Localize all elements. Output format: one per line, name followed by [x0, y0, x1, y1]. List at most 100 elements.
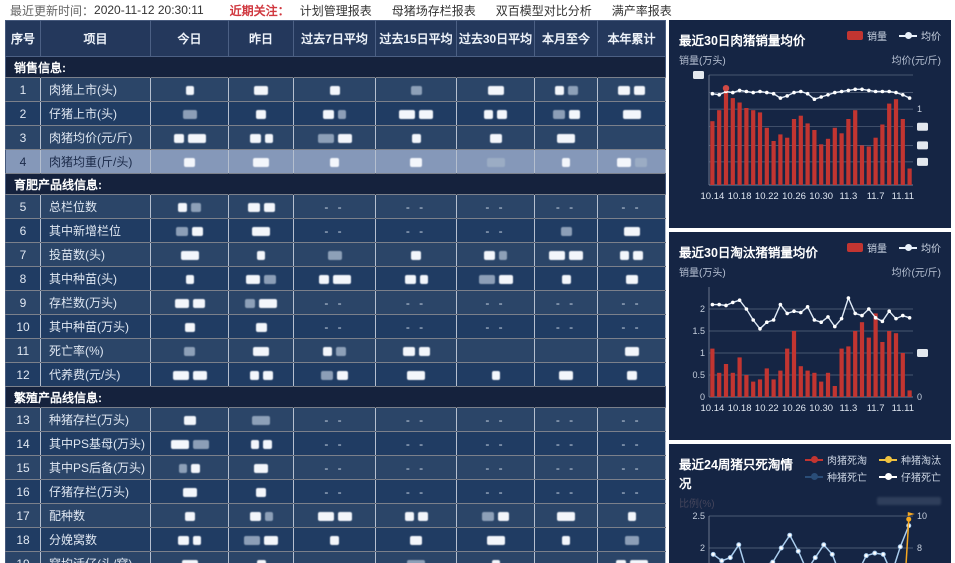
line-dot	[901, 93, 905, 97]
value-cell: - -	[293, 314, 376, 339]
value-cell	[293, 125, 376, 150]
chart-card-death-rate: 最近24周猪只死淘情况肉猪死淘种猪死亡种猪淘汰仔猪死亡比例(%)2.510281…	[669, 444, 951, 563]
table-row-8[interactable]: 8 其中种苗(头)	[5, 266, 666, 291]
value-cell: - -	[293, 431, 376, 456]
table-row-11[interactable]: 11 死亡率(%)	[5, 338, 666, 363]
table-row-2[interactable]: 2 仔猪上市(头)	[5, 101, 666, 126]
menu-item-3[interactable]: 双百模型对比分析	[495, 3, 592, 18]
value-cell	[456, 503, 535, 528]
redacted-value	[486, 535, 505, 545]
table-row-18[interactable]: 18 分娩窝数	[5, 527, 666, 552]
redacted-value	[419, 274, 428, 284]
value-cell	[228, 125, 294, 150]
value-cell: - -	[456, 455, 535, 480]
value-cell: - -	[375, 314, 457, 339]
left-axis-label: 销量(万头)	[679, 268, 726, 279]
value-cell: - -	[534, 431, 598, 456]
value-cell	[228, 314, 294, 339]
redacted-value	[191, 202, 201, 212]
line-dot	[894, 316, 898, 321]
legend-label: 种猪死亡	[827, 473, 867, 484]
menu-item-4[interactable]: 满产率报表	[611, 3, 672, 18]
table-row-16[interactable]: 16 仔猪存栏(万头) - -- -- -- -- -	[5, 479, 666, 504]
axis-tick-label: 8	[917, 543, 922, 553]
legend-item[interactable]: 均价	[899, 28, 941, 43]
row-number: 6	[5, 218, 41, 243]
redacted-value	[623, 226, 640, 236]
line-dot	[833, 90, 837, 95]
redacted-value	[627, 511, 636, 521]
table-row-5[interactable]: 5 总栏位数 - -- -- -- -- -	[5, 194, 666, 219]
redacted-value	[407, 559, 425, 563]
redacted-value	[618, 85, 630, 95]
value-cell	[228, 407, 294, 432]
value-cell: - -	[293, 194, 376, 219]
table-row-13[interactable]: 13 种猪存栏(万头) - -- -- -- -- -	[5, 407, 666, 432]
legend-item[interactable]: 仔猪死亡	[879, 469, 941, 484]
table-row-6[interactable]: 6 其中新增栏位 - -- -- -	[5, 218, 666, 243]
axis-tick-label: 0.5	[692, 370, 705, 380]
table-row-9[interactable]: 9 存栏数(万头) - -- -- -- -- -	[5, 290, 666, 315]
table-row-14[interactable]: 14 其中PS基母(万头) - -- -- -- -- -	[5, 431, 666, 456]
redacted-value	[330, 535, 339, 545]
table-row-17[interactable]: 17 配种数	[5, 503, 666, 528]
legend-item[interactable]: 销量	[847, 240, 887, 255]
line-dot	[778, 96, 783, 100]
value-cell: - -	[597, 407, 666, 432]
table-row-7[interactable]: 7 投苗数(头)	[5, 242, 666, 267]
row-number: 14	[5, 431, 41, 456]
redacted-value	[336, 346, 346, 356]
menu-item-1[interactable]: 计划管理报表	[299, 3, 372, 18]
table-row-4[interactable]: 4 肉猪均重(斤/头)	[5, 149, 666, 174]
value-cell	[375, 338, 457, 363]
bar	[825, 372, 831, 397]
table-row-3[interactable]: 3 肉猪均价(元/斤)	[5, 125, 666, 150]
value-cell	[150, 527, 229, 552]
bar	[798, 366, 803, 397]
table-row-12[interactable]: 12 代养费(元/头)	[5, 362, 666, 387]
redacted-value	[185, 85, 194, 95]
row-number: 16	[5, 479, 41, 504]
value-cell: - -	[597, 431, 666, 456]
redacted-value	[497, 109, 507, 119]
bar	[723, 364, 729, 397]
legend-item[interactable]: 种猪死亡	[805, 469, 867, 484]
menu-item-2[interactable]: 母猪场存栏报表	[391, 3, 476, 18]
redacted-value	[259, 298, 277, 308]
x-axis-tick-label: 10.26	[782, 191, 806, 202]
line-dot	[785, 94, 789, 98]
value-cell	[534, 527, 598, 552]
bar	[859, 322, 865, 397]
value-cell	[228, 194, 294, 219]
x-axis-tick-label: 10.14	[701, 191, 725, 202]
axis-tick-label: 1.5	[692, 326, 705, 336]
legend-item[interactable]: 均价	[899, 240, 941, 255]
value-cell: - -	[293, 479, 376, 504]
line-dot	[710, 551, 716, 557]
value-cell	[150, 431, 229, 456]
line-dot	[897, 544, 903, 550]
bar	[717, 110, 722, 185]
table-row-19[interactable]: 19窝均活仔(头/窝)	[5, 551, 666, 563]
line-dot	[880, 551, 886, 557]
redacted-value	[181, 559, 198, 563]
right-axis-label: 均价(元/斤)	[891, 56, 941, 67]
redacted-value	[172, 370, 189, 380]
metric-label: 其中种苗(头)	[40, 266, 151, 291]
table-row-1[interactable]: 1 肉猪上市(头)	[5, 77, 666, 102]
redacted-value	[321, 370, 333, 380]
legend-item[interactable]: 销量	[847, 28, 887, 43]
value-cell	[228, 551, 294, 563]
table-row-15[interactable]: 15 其中PS后备(万头) - -- -- -- -- -	[5, 455, 666, 480]
column-header: 过去15日平均	[375, 20, 457, 57]
line-dot	[839, 89, 844, 94]
main-content: 序号 项目 今日 昨日 过去7日平均 过去15日平均 过去30日平均 本月至今 本年累计 销售信…	[0, 20, 955, 563]
line-dot	[872, 550, 878, 556]
legend-label: 种猪淘汰	[901, 456, 941, 467]
line-dot	[821, 542, 827, 548]
value-cell	[150, 314, 229, 339]
legend-item[interactable]: 种猪淘汰	[879, 452, 941, 467]
table-row-10[interactable]: 10 其中种苗(万头) - -- -- -- -- -	[5, 314, 666, 339]
line-dot	[867, 88, 871, 93]
legend-item[interactable]: 肉猪死淘	[805, 452, 867, 467]
